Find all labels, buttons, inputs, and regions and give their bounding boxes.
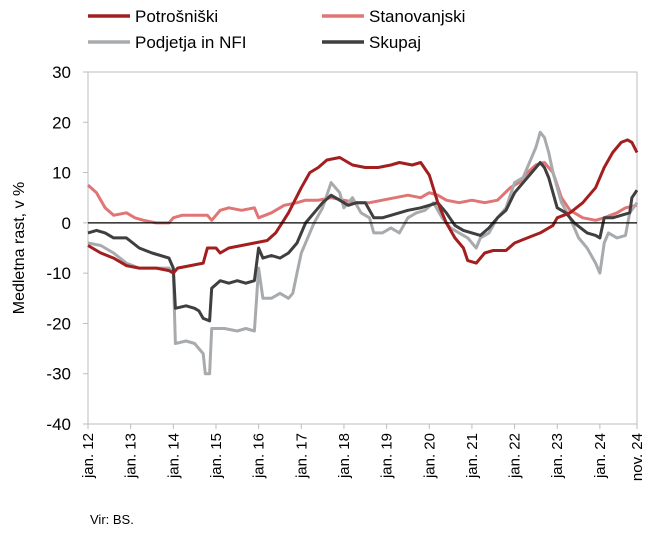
y-tick-label: -10 [46,264,71,283]
x-tick-label: jan. 20 [421,433,438,479]
x-tick-label: jan. 17 [293,433,310,479]
x-tick-label: jan. 22 [507,433,524,479]
x-tick-label: jan. 23 [549,433,566,479]
x-tick-label: jan. 14 [165,433,182,479]
legend: Potrošniški Stanovanjski Podjetja in NFI… [88,7,465,52]
x-tick-label: nov. 24 [629,433,646,481]
y-axis: 30 20 10 0 -10 -20 -30 -40 [46,63,88,434]
y-axis-title: Medletna rast, v % [11,182,28,315]
x-tick-label: jan. 12 [80,433,97,479]
x-axis: jan. 12 jan. 13 jan. 14 jan. 15 jan. 16 jan. … [80,424,646,481]
x-tick-label: jan. 15 [208,433,225,479]
y-tick-label: -20 [46,314,71,333]
x-tick-label: jan. 18 [336,433,353,479]
x-tick-label: jan. 19 [379,433,396,479]
y-tick-label: -40 [46,415,71,434]
y-tick-label: 20 [52,113,71,132]
legend-label-stanovanjski: Stanovanjski [369,7,465,26]
series-group [87,130,639,376]
series-line-potro-ni-ki [87,138,639,275]
y-tick-label: -30 [46,365,71,384]
legend-label-skupaj: Skupaj [369,33,421,52]
legend-label-podjetja-in-nfi: Podjetja in NFI [135,33,247,52]
plot-frame [87,71,638,425]
y-tick-label: 30 [52,63,71,82]
source-note: Vir: BS. [90,512,134,527]
x-tick-label: jan. 21 [464,433,481,479]
legend-label-potrosniski: Potrošniški [135,7,218,26]
x-tick-label: jan. 16 [251,433,268,479]
series-line-skupaj [87,161,639,323]
y-tick-label: 0 [62,214,71,233]
series-line-podjetja-in-nfi [87,130,639,376]
y-tick-label: 10 [52,164,71,183]
x-tick-label: jan. 24 [592,433,609,479]
x-tick-label: jan. 13 [123,433,140,479]
